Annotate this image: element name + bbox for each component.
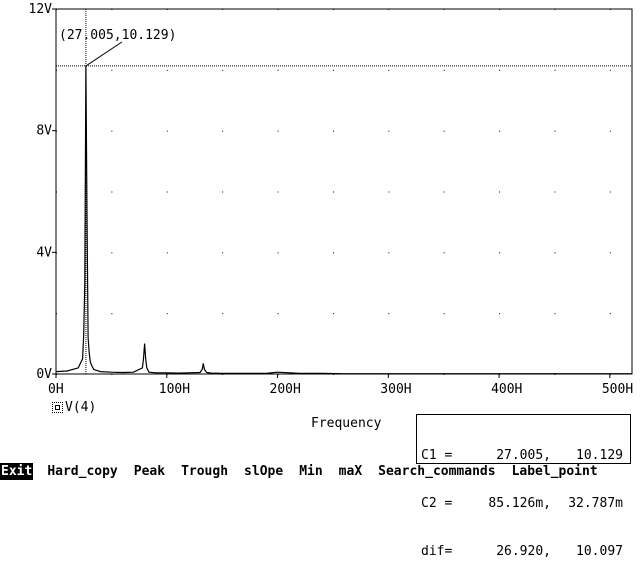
grid-dot bbox=[111, 69, 113, 71]
menu-item-label-point[interactable]: Label_point bbox=[511, 464, 598, 479]
grid-dot bbox=[499, 130, 501, 132]
x-tick-label: 100H bbox=[159, 382, 190, 397]
grid-dot bbox=[332, 130, 334, 132]
grid-dot bbox=[222, 69, 224, 71]
plot-frame bbox=[55, 8, 633, 375]
y-tick-label: 0V bbox=[36, 367, 52, 382]
grid-dot bbox=[277, 252, 279, 254]
grid-dot bbox=[388, 252, 390, 254]
x-tick-label: 200H bbox=[270, 382, 301, 397]
grid-dot bbox=[222, 130, 224, 132]
cursor-row-dif: dif= 26.920, 10.097 bbox=[421, 544, 626, 560]
menu-item-exit[interactable]: Exit bbox=[0, 463, 34, 480]
grid-dot bbox=[277, 130, 279, 132]
cursor-row-x: 27.005, bbox=[496, 448, 551, 463]
legend-label: V(4) bbox=[65, 400, 97, 415]
grid-dot bbox=[166, 130, 168, 132]
menu-item-hard-copy[interactable]: Hard_copy bbox=[47, 464, 118, 479]
grid-dot bbox=[166, 252, 168, 254]
y-tick-label: 12V bbox=[29, 2, 53, 17]
grid-dot bbox=[166, 313, 168, 315]
cursor-row-y: 10.129 bbox=[576, 448, 623, 463]
plot-grid bbox=[56, 9, 611, 375]
x-axis-title: Frequency bbox=[311, 416, 382, 431]
grid-dot bbox=[111, 313, 113, 315]
grid-dot bbox=[554, 191, 556, 193]
grid-dot bbox=[332, 69, 334, 71]
grid-dot bbox=[166, 191, 168, 193]
cursor-readout-box: C1 = 27.005, 10.129 C2 = 85.126m, 32.787… bbox=[416, 414, 631, 559]
grid-dot bbox=[388, 130, 390, 132]
grid-dot bbox=[222, 252, 224, 254]
grid-dot bbox=[111, 191, 113, 193]
cursor-point-label: (27.005,10.129) bbox=[59, 28, 176, 43]
menu-item-max[interactable]: maX bbox=[338, 464, 363, 479]
cursor-row-c2: C2 = 85.126m, 32.787m bbox=[421, 496, 626, 512]
grid-dot bbox=[332, 191, 334, 193]
menu-item-search-commands[interactable]: Search_commands bbox=[378, 464, 496, 479]
cursor-row-x: 26.920, bbox=[496, 544, 551, 559]
grid-dot bbox=[554, 252, 556, 254]
trace-v4 bbox=[55, 65, 632, 375]
grid-dot bbox=[443, 191, 445, 193]
grid-dot bbox=[388, 191, 390, 193]
cursor-row-c1: C1 = 27.005, 10.129 bbox=[421, 448, 626, 464]
grid-dot bbox=[443, 69, 445, 71]
trace-line bbox=[55, 65, 632, 375]
grid-dot bbox=[388, 69, 390, 71]
probe-plot[interactable]: 0H 100H 200H 300H 400H 500H 0V 4V 8V 12V (27.005,… bbox=[0, 0, 640, 480]
cursor-row-label: C2 = bbox=[421, 496, 453, 511]
cursor-c1[interactable]: (27.005,10.129) bbox=[56, 9, 632, 374]
menu-item-slope[interactable]: slOpe bbox=[244, 464, 284, 479]
menu-item-peak[interactable]: Peak bbox=[133, 464, 166, 479]
x-tick-label: 400H bbox=[491, 382, 522, 397]
grid-dot bbox=[499, 252, 501, 254]
grid-dot bbox=[499, 69, 501, 71]
grid-dot bbox=[277, 313, 279, 315]
grid-dot bbox=[443, 252, 445, 254]
grid-dot bbox=[222, 313, 224, 315]
grid-dot bbox=[609, 191, 611, 193]
grid-dot bbox=[222, 191, 224, 193]
grid-dot bbox=[609, 252, 611, 254]
x-tick-label: 0H bbox=[48, 382, 64, 397]
menu-item-trough[interactable]: Trough bbox=[181, 464, 229, 479]
y-tick-label: 8V bbox=[36, 124, 52, 139]
grid-dot bbox=[111, 130, 113, 132]
grid-dot bbox=[443, 130, 445, 132]
y-tick-label: 4V bbox=[36, 245, 52, 260]
grid-dot bbox=[499, 191, 501, 193]
grid-dot bbox=[499, 313, 501, 315]
grid-dot bbox=[609, 69, 611, 71]
cursor-row-x: 85.126m, bbox=[488, 496, 551, 511]
grid-dot bbox=[332, 313, 334, 315]
cursor-row-label: C1 = bbox=[421, 448, 453, 463]
grid-dot bbox=[554, 130, 556, 132]
grid-dot bbox=[609, 130, 611, 132]
grid-dot bbox=[166, 69, 168, 71]
cursor-row-label: dif= bbox=[421, 544, 453, 559]
grid-dot bbox=[609, 313, 611, 315]
x-tick-label: 500H bbox=[602, 382, 633, 397]
legend[interactable]: V(4) bbox=[52, 400, 96, 415]
cursor-row-y: 10.097 bbox=[576, 544, 623, 559]
grid-dot bbox=[443, 313, 445, 315]
menu-item-min[interactable]: Min bbox=[299, 464, 323, 479]
grid-dot bbox=[111, 252, 113, 254]
grid-dot bbox=[388, 313, 390, 315]
grid-dot bbox=[554, 313, 556, 315]
trace-symbol-icon bbox=[52, 402, 63, 413]
plot-ticks: 0H 100H 200H 300H 400H 500H 0V 4V 8V 12V bbox=[29, 2, 634, 397]
grid-dot bbox=[332, 252, 334, 254]
x-tick-label: 300H bbox=[380, 382, 411, 397]
command-menu-bar: Exit Hard_copy Peak Trough slOpe Min maX Search… bbox=[0, 463, 640, 480]
grid-dot bbox=[277, 191, 279, 193]
grid-dot bbox=[277, 69, 279, 71]
grid-dot bbox=[554, 69, 556, 71]
cursor-label-leader bbox=[85, 41, 123, 67]
cursor-row-y: 32.787m bbox=[568, 496, 623, 511]
